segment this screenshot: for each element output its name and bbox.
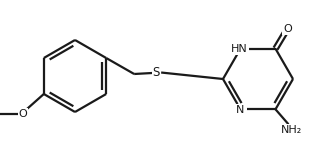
Text: NH₂: NH₂: [281, 125, 302, 135]
Text: S: S: [153, 66, 160, 79]
Text: N: N: [236, 105, 245, 115]
Text: O: O: [283, 24, 292, 34]
Text: O: O: [19, 109, 27, 119]
Text: HN: HN: [231, 44, 248, 54]
